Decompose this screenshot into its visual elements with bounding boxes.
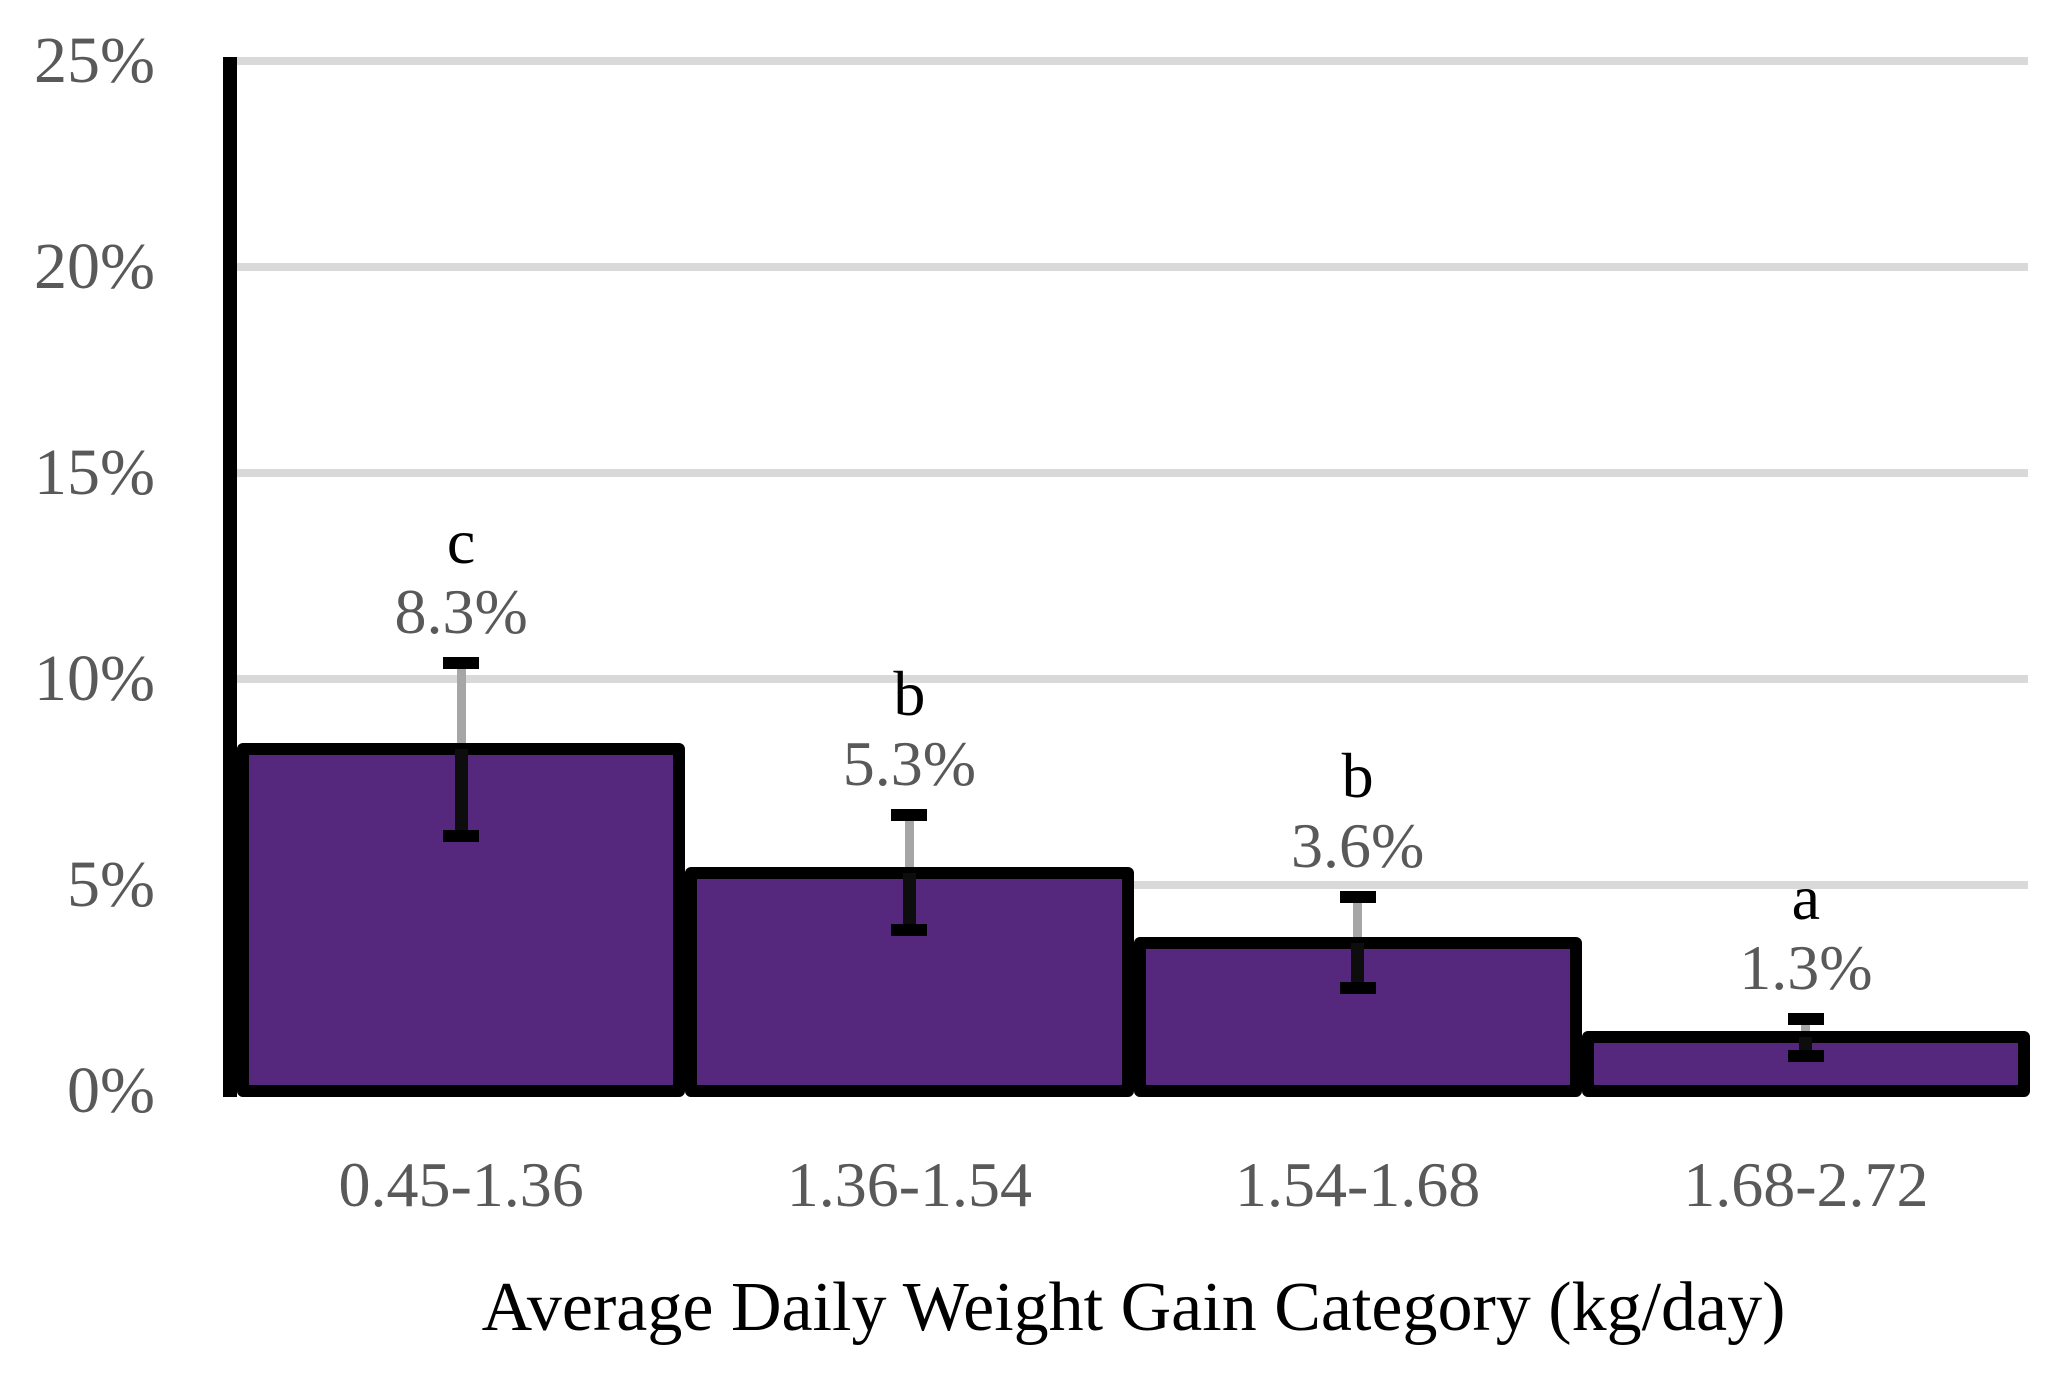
error-bar-lower-line (454, 749, 468, 836)
bar-value-label: 1.3% (1739, 931, 1873, 1003)
y-tick-label: 10% (34, 642, 155, 715)
bar-value-label: 8.3% (394, 575, 528, 647)
error-bar-top-cap (443, 656, 480, 669)
x-tick-label: 1.54-1.68 (1234, 1149, 1481, 1220)
error-bar-lower-line (1351, 942, 1365, 988)
y-tick-label: 25% (34, 24, 155, 97)
y-tick-label: 15% (34, 436, 155, 509)
bar-significance-letter: a (1791, 861, 1821, 933)
error-bar-bottom-cap (891, 924, 928, 937)
y-tick-label: 0% (67, 1054, 155, 1127)
error-bar-upper-line (456, 668, 466, 744)
error-bar-top-cap (1339, 891, 1376, 904)
bar-significance-letter: b (1341, 740, 1374, 812)
bar-0.45-1.36 (237, 743, 686, 1097)
error-bar-bottom-cap (1787, 1049, 1824, 1062)
x-tick-label: 1.68-2.72 (1683, 1149, 1929, 1220)
error-bar-bottom-cap (1339, 982, 1376, 994)
y-tick-label: 5% (67, 848, 155, 921)
x-axis-title: Average Daily Weight Gain Category (kg/d… (481, 1269, 1786, 1346)
bar-significance-letter: c (446, 505, 476, 577)
error-bar-lower-line (902, 872, 916, 931)
bar-value-label: 5.3% (842, 727, 977, 799)
y-tick-label: 20% (34, 230, 155, 303)
error-bar-top-cap (891, 808, 928, 821)
error-bar-upper-line (1353, 903, 1363, 937)
gridline-15pct (228, 469, 2028, 477)
error-bar-top-cap (1787, 1012, 1824, 1025)
error-bar-upper-line (904, 820, 914, 867)
bar-significance-letter: b (893, 657, 926, 729)
x-tick-label: 1.36-1.54 (786, 1149, 1033, 1220)
gridline-20pct (228, 263, 2028, 271)
bar-value-label: 3.6% (1290, 810, 1425, 882)
gridline-25pct (228, 57, 2028, 65)
x-tick-label: 0.45-1.36 (338, 1149, 584, 1220)
y-axis-line (223, 57, 237, 1097)
gridline-10pct (228, 675, 2028, 683)
error-bar-bottom-cap (443, 829, 480, 842)
error-bar-upper-line (1801, 1024, 1811, 1032)
